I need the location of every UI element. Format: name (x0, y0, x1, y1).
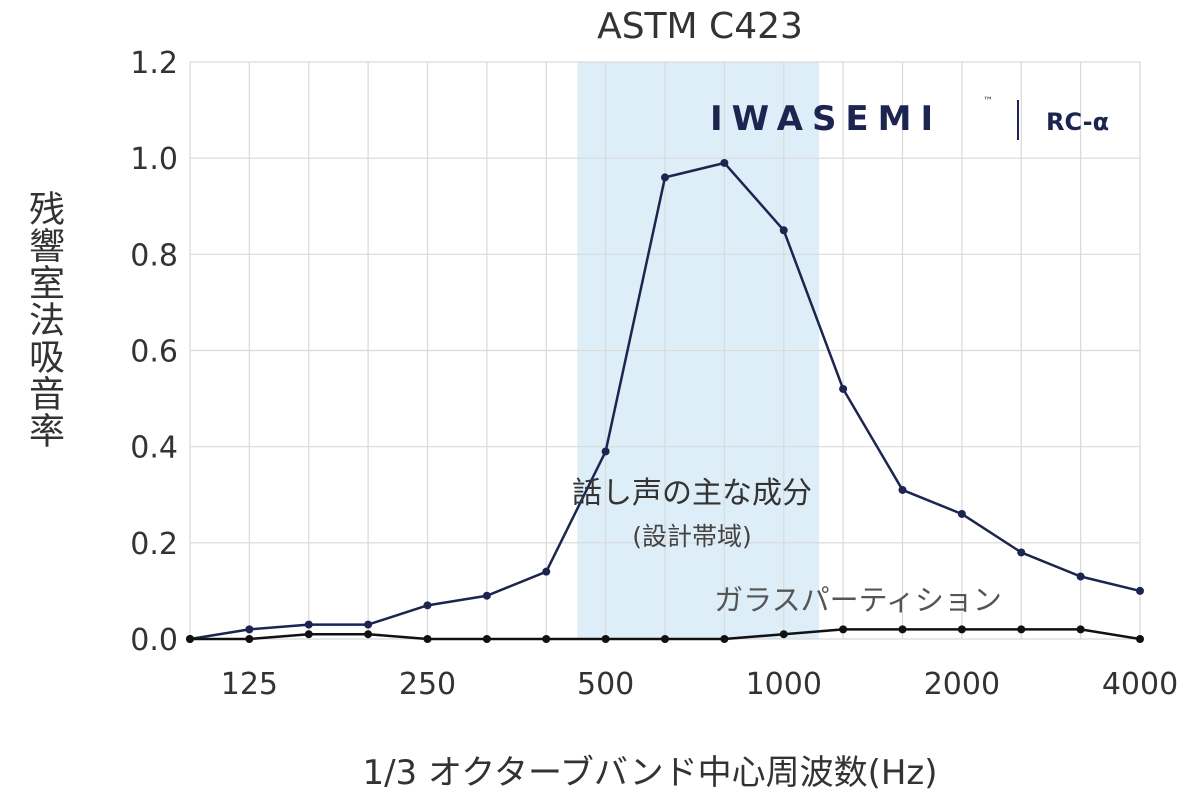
data-point (186, 635, 194, 643)
data-point (364, 620, 373, 629)
brand-logo-text: IWASEMI (710, 99, 942, 139)
data-point (482, 591, 491, 600)
data-point (1136, 635, 1144, 643)
data-point (1017, 625, 1026, 634)
y-tick-label: 1.2 (130, 46, 178, 81)
data-point (423, 601, 432, 610)
data-point (482, 635, 491, 643)
data-point (661, 635, 669, 643)
data-point (720, 158, 729, 167)
y-tick-label: 0.4 (130, 431, 178, 466)
data-point (1076, 572, 1085, 581)
data-point (839, 384, 848, 393)
y-tick-label: 0.2 (130, 527, 178, 562)
x-tick-label: 250 (399, 667, 456, 702)
x-tick-label: 1000 (746, 667, 822, 702)
annotation-glass: ガラスパーティション (714, 583, 1002, 617)
data-point (898, 625, 907, 634)
data-point (779, 226, 788, 235)
x-tick-label: 500 (577, 667, 634, 702)
data-point (542, 567, 551, 576)
data-point (245, 635, 254, 643)
data-point (661, 173, 669, 182)
data-point (957, 509, 966, 518)
x-tick-label: 2000 (924, 667, 1000, 702)
brand-model-text: RC-α (1046, 108, 1109, 136)
y-axis-label: 残響室法吸音率 (23, 190, 64, 449)
data-point (839, 625, 848, 634)
data-point (720, 635, 729, 643)
annotation-speech-main: 話し声の主な成分 (572, 476, 812, 511)
data-point (779, 630, 788, 639)
data-point (1136, 586, 1144, 595)
data-point (542, 635, 551, 643)
annotation-speech-sub: (設計帯域) (632, 522, 752, 551)
x-tick-label: 125 (221, 667, 278, 702)
chart-title: ASTM C423 (597, 6, 803, 47)
data-point (1017, 548, 1026, 557)
data-point (364, 630, 373, 639)
data-point (304, 630, 313, 639)
x-axis-label: 1/3 オクターブバンド中心周波数(Hz) (362, 753, 938, 793)
y-tick-label: 0.8 (130, 238, 178, 273)
brand-logo: IWASEMI ™ RC-α (710, 96, 1109, 140)
data-point (957, 625, 966, 634)
y-tick-label: 0.0 (130, 623, 178, 658)
data-point (601, 447, 610, 456)
y-tick-label: 0.6 (130, 335, 178, 370)
y-tick-label: 1.0 (130, 142, 178, 177)
data-point (423, 635, 432, 643)
data-point (245, 625, 254, 634)
data-point (304, 620, 313, 629)
brand-logo-tm: ™ (983, 96, 993, 107)
data-point (1076, 625, 1085, 634)
x-tick-label: 4000 (1102, 667, 1178, 702)
data-point (898, 485, 907, 494)
data-point (601, 635, 610, 643)
